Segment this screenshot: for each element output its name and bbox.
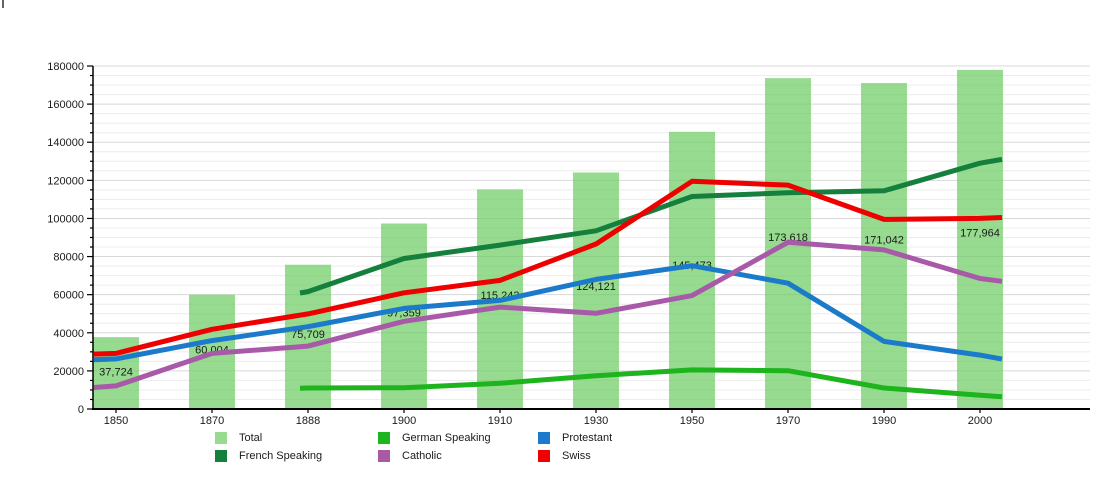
x-axis-label-1888: 1888 [296,415,320,427]
screenshot-corner-artifact [2,0,4,8]
series-line-protestant [93,263,1003,363]
x-axis-label-1870: 1870 [200,415,224,427]
bar-label-1850: 37,724 [99,367,133,379]
y-axis-label-160000: 160000 [47,99,84,111]
series-line-german-speaking [299,367,1003,400]
total-bar-1990 [861,83,907,409]
x-axis-ticks: 1850 1870 1888 1900 1910 1930 1950 1970 1990 2000 [104,409,992,427]
x-axis-label-1990: 1990 [872,415,896,427]
x-axis-label-1950: 1950 [680,415,704,427]
y-axis-label-40000: 40000 [53,328,84,340]
bar-label-2000: 177,964 [960,228,1000,240]
y-axis-label-0: 0 [78,404,84,416]
x-axis-label-2000: 2000 [968,415,992,427]
x-axis-label-1910: 1910 [488,415,512,427]
y-axis-ticks: 0 20000 40000 60000 80000 100000 120000 140000 1… [47,61,93,416]
y-axis-label-80000: 80000 [53,252,84,264]
series-line-swiss [93,178,1003,357]
x-axis-label-1970: 1970 [776,415,800,427]
y-axis-label-180000: 180000 [47,61,84,73]
x-axis-label-1900: 1900 [392,415,416,427]
bar-label-1888: 75,709 [291,329,325,341]
y-axis-label-60000: 60000 [53,290,84,302]
bar-label-1990: 171,042 [864,235,904,247]
x-axis-label-1850: 1850 [104,415,128,427]
x-axis-label-1930: 1930 [584,415,608,427]
y-axis-label-20000: 20000 [53,366,84,378]
y-axis-label-100000: 100000 [47,213,84,225]
total-bar-1930 [573,172,619,409]
series-line-catholic [93,239,1003,390]
y-axis-label-140000: 140000 [47,137,84,149]
y-axis-label-120000: 120000 [47,175,84,187]
